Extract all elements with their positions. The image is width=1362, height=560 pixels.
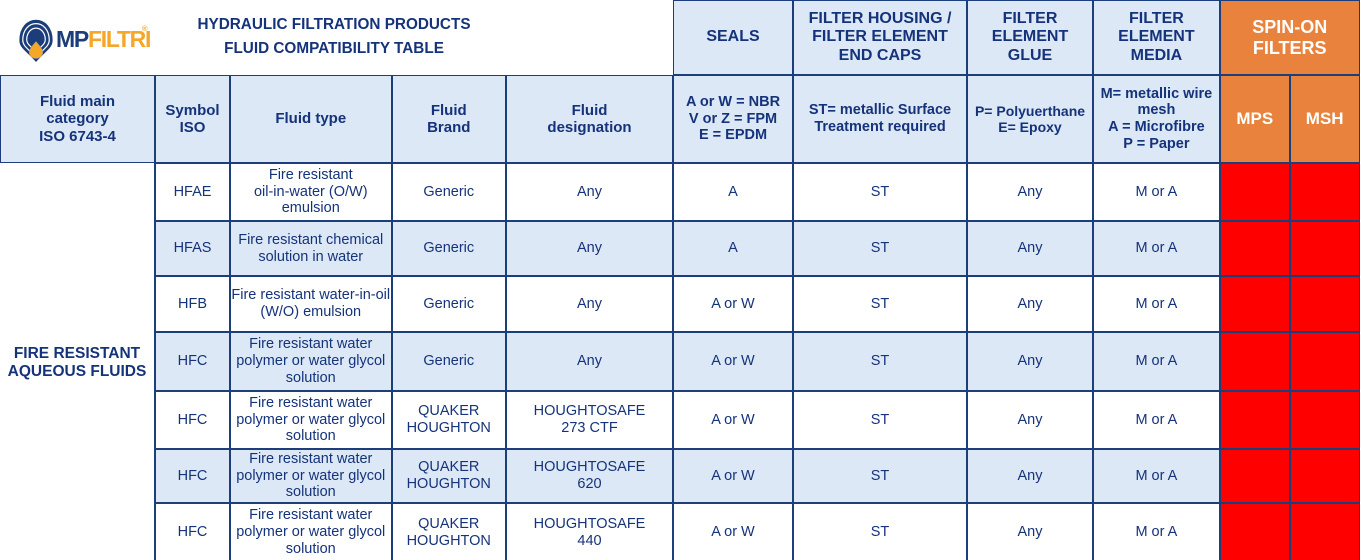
svg-text:FILTRI: FILTRI (88, 26, 150, 52)
svg-text:MP: MP (56, 26, 89, 52)
svg-text:®: ® (142, 24, 148, 33)
